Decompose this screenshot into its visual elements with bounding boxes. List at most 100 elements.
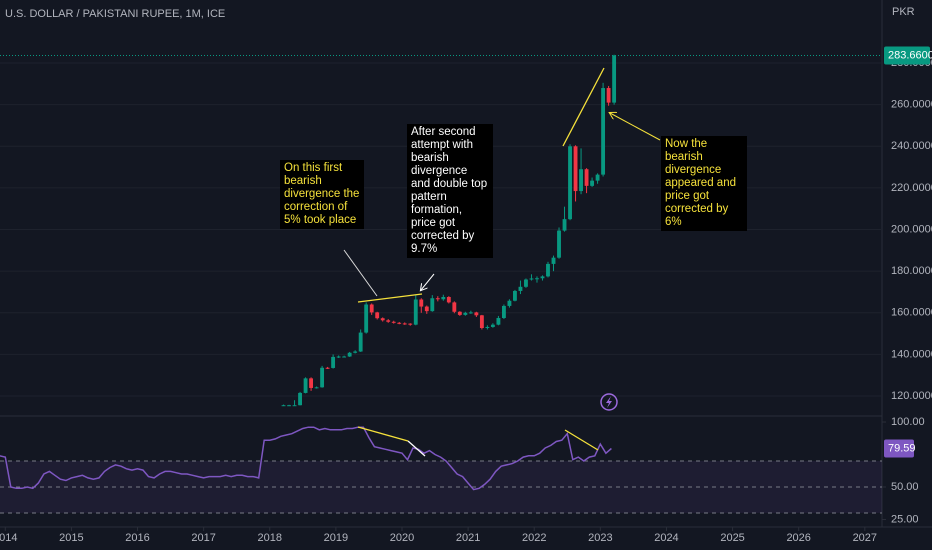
alert-icon[interactable]	[600, 393, 618, 411]
candle-body	[303, 378, 308, 393]
candle-body	[314, 387, 319, 389]
candle-body	[485, 326, 490, 329]
candle-body	[380, 318, 385, 321]
candle-body	[457, 311, 462, 315]
candle-body	[386, 320, 391, 322]
y-tick-label: 200.0000	[891, 223, 932, 235]
currency: PKR	[892, 6, 915, 18]
candle-body	[529, 278, 534, 280]
candle-body	[320, 367, 325, 388]
y-tick-label: 120.0000	[891, 390, 932, 402]
candle-body	[468, 312, 473, 314]
candle-body	[281, 405, 286, 407]
candle-body	[435, 298, 440, 300]
y-tick-label: 260.0000	[891, 99, 932, 111]
y-tick-label: 50.00	[891, 481, 919, 493]
candle-body	[331, 356, 336, 368]
y-tick-label: 220.0000	[891, 182, 932, 194]
x-tick-label: 2027	[853, 532, 877, 544]
candle-body	[358, 332, 363, 352]
candle-body	[606, 88, 611, 103]
candle-body	[557, 230, 561, 258]
candle-body	[287, 405, 291, 407]
x-tick-label: 2014	[0, 532, 18, 544]
alert-icon	[606, 396, 612, 408]
candle-body	[518, 286, 523, 291]
x-tick-label: 2024	[654, 532, 678, 544]
candle-body	[325, 367, 330, 369]
x-tick-label: 2017	[191, 532, 215, 544]
candle-body	[590, 180, 595, 186]
trend-line	[564, 429, 599, 451]
candle-body	[391, 321, 396, 323]
candle-body	[535, 278, 539, 280]
y-tick-label: 100.00	[891, 416, 925, 428]
candle-body	[298, 392, 302, 406]
candle-body	[347, 352, 352, 357]
x-tick-label: 2025	[720, 532, 744, 544]
annotation: Now the bearish divergence appeared and …	[661, 136, 747, 231]
candle-body	[430, 298, 435, 312]
candle-body	[413, 299, 418, 325]
candle-body	[479, 315, 484, 329]
x-tick-label: 2026	[786, 532, 810, 544]
candle-body	[568, 146, 572, 220]
annotation: On this first bearish divergence the cor…	[280, 160, 364, 229]
candle-body	[579, 169, 583, 192]
trend-line	[407, 440, 426, 457]
candle-body	[601, 88, 606, 175]
x-tick-label: 2015	[59, 532, 83, 544]
y-tick-label: 140.0000	[891, 348, 932, 360]
candle-body	[562, 219, 567, 231]
y-tick-label: 180.0000	[891, 265, 932, 277]
x-tick-label: 2021	[456, 532, 480, 544]
candle-body	[507, 300, 512, 306]
candle-body	[369, 304, 374, 313]
candle-body	[397, 322, 402, 324]
trend-line	[562, 67, 605, 147]
candle-body	[501, 305, 506, 319]
last-price-badge	[884, 46, 930, 65]
candle-body	[424, 306, 429, 312]
candle-body	[336, 356, 341, 358]
candle-body	[496, 318, 501, 325]
candle-body	[309, 378, 314, 388]
x-tick-label: 2023	[588, 532, 612, 544]
rsi-pane	[0, 421, 886, 520]
trend-line	[357, 426, 409, 442]
candle-body	[364, 304, 369, 333]
candle-body	[452, 302, 457, 312]
candle-body	[402, 323, 407, 325]
y-tick-label: 25.00	[891, 513, 919, 525]
x-tick-label: 2022	[522, 532, 546, 544]
arrow	[421, 273, 435, 290]
candle-body	[546, 263, 550, 277]
rsi-line	[0, 426, 612, 491]
drawings	[343, 67, 661, 457]
candle-body	[463, 312, 468, 315]
candle-body	[490, 324, 495, 327]
candle-body	[353, 351, 358, 353]
candle-body	[551, 257, 556, 264]
arrow	[343, 249, 378, 297]
chart-title: U.S. DOLLAR / PAKISTANI RUPEE, 1M, ICE	[5, 8, 225, 20]
candle-body	[573, 146, 578, 192]
trend-line	[357, 293, 423, 303]
y-tick-label: 240.0000	[891, 140, 932, 152]
candle-body	[540, 276, 545, 279]
candle-body	[375, 312, 380, 319]
rsi-last-label: 79.59	[888, 442, 916, 454]
x-tick-label: 2016	[125, 532, 149, 544]
candle-body	[584, 169, 589, 186]
candle-body	[292, 405, 297, 407]
candle-body	[419, 299, 424, 307]
candle-body	[408, 323, 413, 325]
candle-body	[513, 290, 517, 301]
candle-body	[612, 55, 617, 103]
x-tick-label: 2020	[390, 532, 414, 544]
y-tick-label: 160.0000	[891, 307, 932, 319]
x-tick-label: 2018	[258, 532, 282, 544]
candle-body	[441, 296, 446, 300]
